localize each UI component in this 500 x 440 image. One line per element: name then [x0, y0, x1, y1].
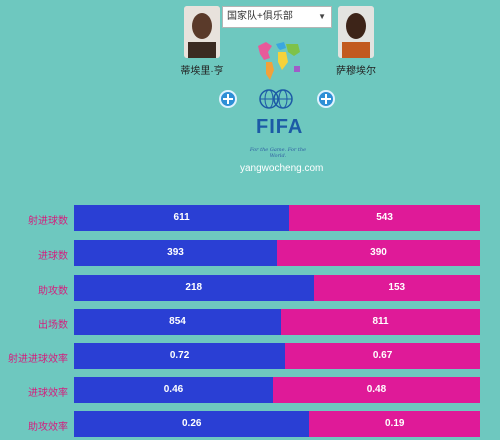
- stat-label: 助攻效率: [28, 422, 68, 433]
- stat-bar-left: 218: [74, 275, 314, 301]
- stat-row: 助攻效率 0.26 0.19: [0, 411, 500, 437]
- stat-value-left: 0.46: [163, 384, 184, 395]
- stat-value-right: 0.48: [366, 384, 387, 395]
- stat-bar-left: 611: [74, 205, 290, 231]
- stat-label: 进球数: [38, 251, 68, 262]
- world-map-icon: [258, 42, 300, 80]
- stat-bar-right: 811: [281, 309, 480, 335]
- player-left-name: 蒂埃里·亨: [180, 66, 224, 77]
- add-player-right-button[interactable]: [317, 90, 335, 108]
- site-url: yangwocheng.com: [240, 163, 324, 174]
- stat-value-right: 543: [376, 212, 393, 223]
- stat-bar-left: 0.26: [74, 411, 310, 437]
- stat-bar: 393 390: [74, 240, 480, 266]
- player-left[interactable]: 蒂埃里·亨: [180, 6, 224, 77]
- stat-value-left: 854: [169, 316, 186, 327]
- stat-bar-left: 0.72: [74, 343, 286, 369]
- stat-value-right: 0.67: [372, 350, 393, 361]
- stat-label: 助攻数: [38, 286, 68, 297]
- stat-bar-right: 153: [313, 275, 480, 301]
- stat-bar: 611 543: [74, 205, 480, 231]
- stat-bar-right: 0.48: [272, 377, 480, 403]
- fifa-slogan: For the Game. For the World.: [249, 147, 307, 159]
- stat-row: 出场数 854 811: [0, 309, 500, 335]
- stat-row: 助攻数 218 153: [0, 275, 500, 301]
- stat-value-left: 611: [173, 212, 190, 223]
- fifa-wordmark: FIFA: [256, 116, 304, 138]
- stat-bar-left: 0.46: [74, 377, 273, 403]
- globe-icon: [259, 89, 293, 109]
- stat-bar: 0.72 0.67: [74, 343, 480, 369]
- plus-icon: [321, 94, 331, 104]
- stat-label: 射进进球效率: [8, 354, 68, 365]
- player-right-name: 萨穆埃尔: [336, 66, 376, 77]
- stat-value-right: 811: [372, 316, 389, 327]
- stat-row: 进球效率 0.46 0.48: [0, 377, 500, 403]
- team-type-select-value: 国家队+俱乐部: [227, 11, 293, 22]
- stat-value-left: 393: [167, 247, 184, 258]
- stat-value-right: 390: [370, 247, 387, 258]
- team-type-select[interactable]: 国家队+俱乐部 ▼: [222, 6, 332, 28]
- player-right[interactable]: 萨穆埃尔: [334, 6, 378, 77]
- player-right-photo: [338, 6, 374, 58]
- stat-label: 进球效率: [28, 388, 68, 399]
- stat-bar: 218 153: [74, 275, 480, 301]
- stat-value-right: 153: [388, 282, 406, 293]
- stat-bar: 0.46 0.48: [74, 377, 480, 403]
- stat-bar-left: 393: [74, 240, 277, 266]
- stat-value-left: 0.72: [169, 350, 190, 361]
- stat-bar-right: 0.19: [309, 411, 480, 437]
- stat-value-left: 0.26: [182, 418, 202, 429]
- stat-bar: 854 811: [74, 309, 480, 335]
- player-left-photo: [184, 6, 220, 58]
- stat-value-left: 218: [185, 282, 203, 293]
- chevron-down-icon: ▼: [318, 12, 326, 21]
- stat-label: 射进球数: [28, 216, 68, 227]
- add-player-left-button[interactable]: [219, 90, 237, 108]
- stat-row: 进球数 393 390: [0, 240, 500, 266]
- stat-bar-left: 854: [74, 309, 282, 335]
- stat-row: 射进进球效率 0.72 0.67: [0, 343, 500, 369]
- fifa-logo: FIFA: [256, 88, 304, 138]
- stat-value-right: 0.19: [384, 418, 405, 429]
- stat-label: 出场数: [38, 320, 68, 331]
- plus-icon: [223, 94, 233, 104]
- stat-row: 射进球数 611 543: [0, 205, 500, 231]
- stat-bar-right: 0.67: [285, 343, 480, 369]
- stat-bar-right: 543: [289, 205, 480, 231]
- stat-bar: 0.26 0.19: [74, 411, 480, 437]
- stat-bar-right: 390: [277, 240, 480, 266]
